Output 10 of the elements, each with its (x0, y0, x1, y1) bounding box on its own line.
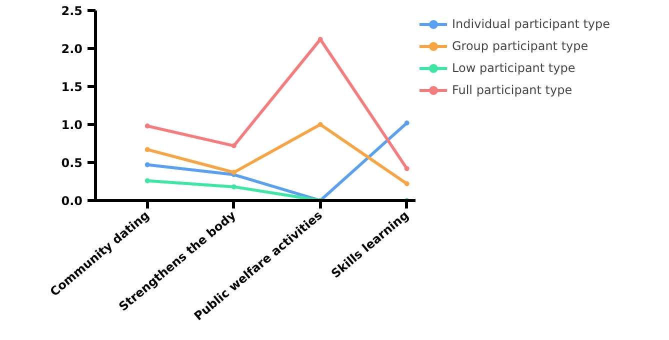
legend-label: Group participant type (452, 39, 588, 53)
y-tick-label: 2.0 (61, 42, 83, 56)
legend-label: Individual participant type (452, 17, 610, 31)
legend-label: Low participant type (452, 61, 576, 75)
y-tick-label: 0.5 (61, 156, 83, 170)
legend-label: Full participant type (452, 83, 572, 97)
y-tick-label: 1.0 (61, 118, 83, 132)
y-tick-label: 2.5 (61, 4, 83, 18)
y-tick-label: 0.0 (61, 194, 83, 208)
y-tick-label: 1.5 (61, 80, 83, 94)
